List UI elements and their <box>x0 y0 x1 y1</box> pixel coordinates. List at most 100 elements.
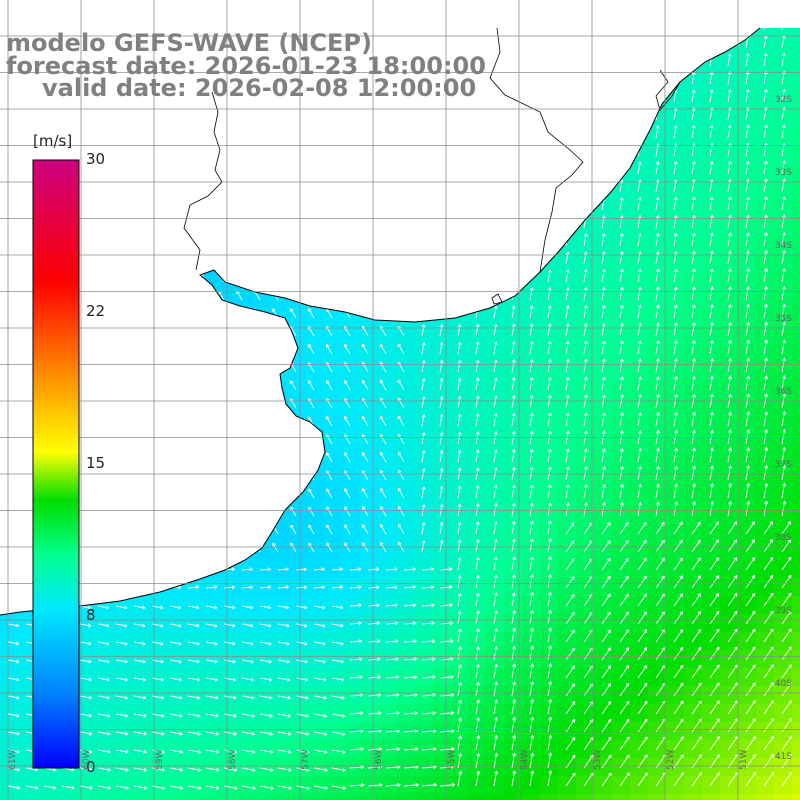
wind-arrow <box>565 611 575 625</box>
wind-speed-cell <box>684 794 703 800</box>
wind-arrow <box>326 542 333 553</box>
wind-speed-cell <box>630 452 649 471</box>
wind-speed-cell <box>162 722 181 741</box>
wind-speed-cell <box>684 110 703 129</box>
wind-speed-cell <box>216 776 235 795</box>
wind-speed-cell <box>360 596 379 615</box>
wind-arrow <box>367 621 381 626</box>
wind-speed-cell <box>234 614 253 633</box>
wind-arrow <box>619 593 629 607</box>
wind-speed-cell <box>684 704 703 723</box>
wind-arrow <box>7 659 20 664</box>
wind-speed-cell <box>342 704 361 723</box>
wind-speed-cell <box>774 128 793 147</box>
wind-speed-cell <box>720 614 739 633</box>
wind-arrow <box>673 196 678 211</box>
wind-speed-cell <box>108 614 127 633</box>
wind-arrow <box>277 677 291 682</box>
wind-arrow <box>493 502 498 517</box>
wind-speed-cell <box>720 92 739 111</box>
wind-speed-cell <box>504 452 523 471</box>
wind-arrow <box>745 196 750 211</box>
wind-speed-cell <box>558 722 577 741</box>
wind-arrow <box>673 664 684 679</box>
wind-speed-cell <box>576 524 595 543</box>
wind-speed-cell <box>306 650 325 669</box>
wind-arrow <box>709 682 720 697</box>
wind-speed-cell <box>468 704 487 723</box>
wind-speed-cell <box>648 488 667 507</box>
wind-speed-cell <box>486 758 505 777</box>
wind-arrow <box>601 593 611 607</box>
wind-arrow <box>313 677 327 682</box>
wind-speed-cell <box>0 722 19 741</box>
wind-arrow <box>475 663 480 679</box>
wind-speed-cell <box>126 614 145 633</box>
wind-arrow <box>25 767 39 772</box>
wind-arrow <box>241 677 255 682</box>
wind-speed-cell <box>396 542 415 561</box>
wind-speed-cell <box>756 668 775 687</box>
wind-arrow <box>781 52 786 67</box>
wind-speed-cell <box>522 776 541 795</box>
wind-speed-cell <box>738 488 757 507</box>
wind-arrow <box>547 662 553 679</box>
wind-speed-cell <box>702 254 721 273</box>
wind-speed-cell <box>450 434 469 453</box>
wind-arrow <box>475 610 480 625</box>
wind-speed-cell <box>252 758 271 777</box>
wind-speed-cell <box>612 290 631 309</box>
wind-speed-cell <box>684 326 703 345</box>
wind-speed-cell <box>36 794 55 800</box>
wind-speed-cell <box>468 362 487 381</box>
wind-arrow <box>763 375 769 391</box>
wind-arrow <box>601 557 611 571</box>
wind-arrow <box>691 521 701 535</box>
wind-arrow <box>421 621 436 626</box>
wind-speed-cell <box>450 326 469 345</box>
wind-arrow <box>115 749 129 754</box>
wind-arrow <box>673 682 684 697</box>
lon-label-55w: 55W <box>447 749 457 770</box>
wind-speed-cell <box>234 758 253 777</box>
wind-arrow <box>547 502 552 517</box>
wind-speed-cell <box>18 794 37 800</box>
wind-arrow <box>601 394 606 409</box>
wind-speed-cell <box>486 380 505 399</box>
wind-arrow <box>637 376 642 391</box>
wind-speed-cell <box>630 686 649 705</box>
wind-speed-cell <box>396 632 415 651</box>
wind-speed-cell <box>414 722 433 741</box>
wind-speed-cell <box>270 794 289 800</box>
lon-label-60w: 60W <box>82 749 92 770</box>
wind-arrow <box>763 357 768 373</box>
title-model: modelo GEFS-WAVE (NCEP) <box>6 29 372 57</box>
wind-speed-cell <box>270 596 289 615</box>
wind-speed-cell <box>450 362 469 381</box>
wind-speed-cell <box>756 28 775 39</box>
wind-speed-cell <box>342 596 361 615</box>
wind-speed-cell <box>612 668 631 687</box>
wind-arrow <box>205 767 220 772</box>
wind-arrow <box>439 711 455 715</box>
wind-speed-cell <box>144 686 163 705</box>
wind-speed-cell <box>360 578 379 597</box>
wind-speed-cell <box>540 524 559 543</box>
wind-speed-cell <box>504 740 523 759</box>
wind-arrow <box>637 557 647 571</box>
wind-speed-cell <box>414 452 433 471</box>
wind-speed-cell <box>270 704 289 723</box>
wind-speed-cell <box>738 686 757 705</box>
wind-arrow <box>637 593 647 607</box>
wind-arrow <box>637 539 647 553</box>
wind-speed-cell <box>720 398 739 417</box>
wind-speed-cell <box>684 236 703 255</box>
wind-speed-cell <box>702 614 721 633</box>
wind-arrow <box>223 767 238 772</box>
wind-arrow <box>745 375 750 391</box>
wind-speed-cell <box>756 470 775 489</box>
wind-speed-cell <box>414 632 433 651</box>
wind-arrow <box>295 585 308 590</box>
wind-speed-cell <box>126 668 145 687</box>
wind-speed-cell <box>792 290 800 309</box>
